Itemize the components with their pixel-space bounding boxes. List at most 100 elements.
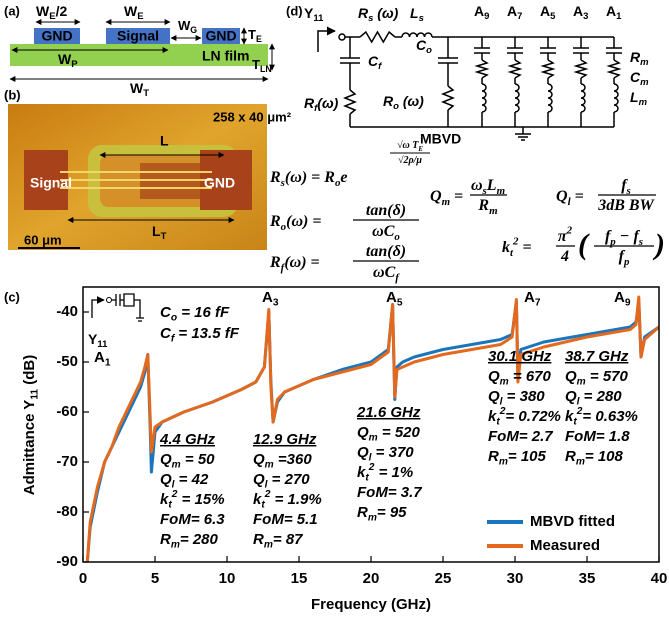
subscript: 9 [625, 297, 631, 308]
equation-part: ωsLm [471, 177, 505, 197]
subscript: 7 [535, 297, 541, 308]
text-run: R [477, 197, 489, 214]
subscript: 9 [484, 11, 489, 22]
component-label: Rf(ω) [304, 95, 339, 114]
size-label: 258 x 40 μm² [213, 109, 292, 124]
scale-label: 60 μm [24, 232, 62, 247]
equation: Ro(ω) = [269, 213, 321, 233]
subscript: m [172, 459, 181, 470]
panel-label: (b) [4, 87, 21, 102]
text-run: (ω) = [286, 213, 321, 230]
text-run: = 0.63% [582, 408, 637, 425]
text-run: Q [430, 188, 442, 205]
mode-label: A7 [524, 289, 541, 308]
equation-part: ωCo [372, 223, 400, 243]
text-run: R [488, 448, 499, 465]
component-label: Ls [410, 5, 424, 24]
text-run: Q [160, 451, 172, 468]
film-label: LN film [202, 48, 249, 64]
text-run: Q [357, 424, 369, 441]
text-run: A [262, 289, 273, 306]
component-label: Rm [630, 49, 649, 68]
y-tick-label: -40 [56, 303, 78, 320]
subscript: t [365, 472, 369, 483]
y-tick-label: -50 [56, 353, 78, 370]
annotation-line: Qm =360 [253, 451, 312, 470]
subscript: f [395, 271, 400, 283]
subscript: m [500, 376, 509, 387]
port-node [339, 34, 345, 40]
subscript: t [261, 499, 265, 510]
mode-label: A9 [614, 289, 631, 308]
text-run: (ω) [373, 5, 398, 21]
equation-part: fp − fs [605, 228, 643, 248]
inductor [402, 33, 432, 37]
panel-a: (a) WE/2 WE GND Signal GND WG TE WP LN f… [4, 3, 272, 99]
text-run: (dB) [21, 355, 38, 389]
subscript: f [378, 61, 382, 72]
subscript: 11 [29, 389, 40, 400]
resistor [477, 60, 487, 78]
mode-label: A5 [540, 3, 556, 22]
text-run: FoM= 1.8 [565, 428, 630, 445]
y-tick-label: -70 [56, 453, 78, 470]
equation-part: 3dB BW [597, 197, 655, 214]
text-run: A [573, 3, 583, 19]
equation-part: √2ρ/μ [398, 155, 422, 166]
subscript: m [369, 432, 378, 443]
inductor [614, 84, 618, 112]
model-label: MBVD [420, 131, 461, 147]
subscript: m [576, 456, 585, 467]
subscript: P [71, 59, 78, 70]
text-run: = 105 [508, 448, 547, 465]
text-run: ω [471, 177, 483, 194]
dimension-label: L [160, 133, 169, 149]
text-run: = 42 [175, 471, 209, 488]
text-run: A [524, 289, 535, 306]
resistor [345, 90, 355, 114]
subscript: 3 [273, 297, 279, 308]
subscript: m [368, 512, 377, 523]
panel-b: (b) 258 x 40 μm² L LT Signal GND 60 μm [4, 87, 292, 250]
equation-part: tan(δ) [366, 243, 406, 260]
text-run: FoM= 3.7 [357, 484, 422, 501]
subscript: E [137, 11, 143, 22]
superscript: 2 [566, 224, 573, 236]
port-arrow [318, 31, 335, 52]
text-run: = 280 [180, 531, 219, 548]
equation-part: ωCf [373, 264, 400, 284]
text-run: W [178, 18, 191, 33]
subscript: m [489, 204, 497, 216]
equation: Ql = [556, 188, 584, 208]
subscript: E [417, 146, 423, 153]
annotation-line: Ql = 270 [253, 471, 310, 490]
text-run: A [614, 289, 625, 306]
dimension-label: TE [248, 27, 262, 44]
y-axis-label: Admittance Y11 (dB) [21, 355, 40, 496]
text-run: Q [160, 471, 172, 488]
annotation-line: Ql = 380 [488, 388, 545, 407]
x-axis-label: Frequency (GHz) [311, 596, 431, 613]
resistor [543, 60, 553, 78]
subscript: m [499, 456, 508, 467]
subscript: m [640, 77, 649, 88]
subscript: G [190, 25, 197, 35]
text-run: 3dB BW [597, 197, 655, 214]
inset-label: Cf = 13.5 fF [160, 325, 240, 344]
text-run: W [124, 3, 138, 19]
text-run: =360 [274, 451, 313, 468]
subscript: t [573, 416, 577, 427]
text-run: Q [488, 388, 500, 405]
panel-c: (c) Frequency (GHz) Admittance Y11 (dB) … [4, 287, 667, 613]
inset-label: Co = 16 fF [160, 304, 230, 323]
subscript: o [394, 230, 400, 242]
subscript: 11 [313, 13, 324, 24]
subscript: T [161, 231, 167, 242]
mode-label: A5 [386, 289, 403, 308]
subscript: m [640, 57, 649, 68]
text-run: = 15% [177, 491, 224, 508]
text-run: W [36, 3, 50, 19]
text-run: 4 [560, 248, 569, 265]
inductor [515, 84, 519, 112]
annotation-title: 21.6 GHz [356, 404, 421, 421]
